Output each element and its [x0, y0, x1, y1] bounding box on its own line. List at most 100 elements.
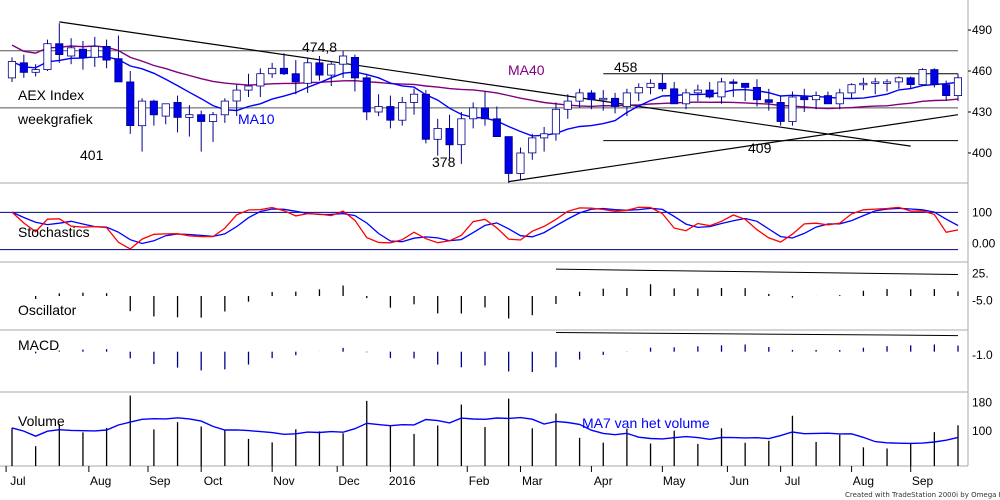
- candle-down: [78, 48, 88, 58]
- candle-down: [102, 46, 111, 61]
- price-panel: [0, 21, 962, 183]
- candle-down: [741, 82, 750, 88]
- macd-panel: [35, 331, 959, 373]
- candle-up: [540, 133, 549, 139]
- candle-up: [894, 77, 903, 83]
- candle-up: [303, 62, 312, 84]
- candle-up: [327, 63, 336, 76]
- x-axis-tick-label: Jul: [785, 474, 800, 488]
- stochastics-axis-tick: 0.00: [972, 236, 996, 250]
- x-axis-tick-label: Mar: [522, 474, 543, 488]
- candle-down: [504, 136, 513, 174]
- volume-ma7-line: [11, 416, 959, 445]
- candle-up: [551, 108, 560, 135]
- candle-down: [906, 77, 915, 86]
- candle-up: [634, 87, 643, 94]
- candle-up: [457, 118, 466, 146]
- candle-up: [268, 67, 277, 75]
- oscillator-label: Oscillator: [18, 302, 77, 318]
- price-axis-tick: 460: [972, 64, 992, 78]
- candle-down: [291, 73, 300, 83]
- annotation-409: 409: [748, 140, 772, 156]
- candle-up: [220, 100, 229, 116]
- candle-up: [31, 69, 40, 73]
- candle-down: [350, 57, 359, 79]
- candle-up: [208, 114, 218, 122]
- downtrend-line: [59, 21, 911, 147]
- oscillator-axis-tick: 25.: [972, 267, 989, 281]
- oscillator-axis-tick: -5.0: [972, 293, 993, 307]
- candle-down: [173, 102, 182, 118]
- x-axis-tick-label: Feb: [469, 474, 490, 488]
- candle-down: [114, 58, 123, 83]
- candle-up: [398, 102, 407, 121]
- price-title-label: AEX Index: [18, 87, 84, 103]
- stochastics-k-line: [11, 206, 959, 250]
- x-axis-tick-label: Sep: [149, 474, 171, 488]
- candle-down: [705, 89, 714, 98]
- candle-up: [646, 82, 655, 88]
- candle-up: [622, 92, 631, 108]
- ma40-label: MA40: [508, 62, 545, 78]
- x-axis-tick-label: Apr: [594, 474, 613, 488]
- candle-up: [563, 100, 572, 110]
- x-axis-tick-label: Jun: [730, 474, 749, 488]
- candle-down: [492, 118, 501, 138]
- stochastics-label: Stochastics: [18, 224, 90, 240]
- candle-up: [7, 61, 17, 79]
- volume-ma7-label: MA7 van het volume: [582, 415, 710, 431]
- candle-up: [374, 106, 383, 113]
- candle-up: [682, 92, 691, 105]
- x-axis-tick-label: 2016: [389, 474, 416, 488]
- volume-panel: [11, 395, 959, 466]
- stochastics-axis-tick: 100: [972, 205, 992, 219]
- candle-down: [19, 62, 28, 73]
- volume-axis-tick: 100: [972, 424, 992, 438]
- macd-axis-tick: -1.0: [972, 348, 993, 362]
- tradestation-credit: Created with TradeStation 2000i by Omega…: [845, 491, 1000, 499]
- candle-up: [244, 85, 253, 91]
- candle-down: [587, 92, 596, 101]
- candle-down: [942, 84, 951, 96]
- macd-label: MACD: [18, 337, 59, 353]
- candle-up: [693, 89, 702, 94]
- stochastics-panel: [0, 206, 959, 251]
- candle-down: [611, 97, 620, 107]
- candle-down: [279, 67, 288, 75]
- candle-down: [764, 99, 773, 103]
- candle-up: [185, 114, 194, 118]
- candle-up: [812, 95, 821, 101]
- candle-down: [658, 82, 667, 90]
- candle-up: [43, 43, 52, 71]
- candle-up: [575, 92, 584, 102]
- x-axis-tick-label: May: [663, 474, 686, 488]
- x-axis-tick-label: Oct: [204, 474, 223, 488]
- volume-label: Volume: [18, 413, 65, 429]
- price-axis-tick: 430: [972, 105, 992, 119]
- x-axis-tick-label: Aug: [853, 474, 874, 488]
- candle-down: [362, 77, 371, 113]
- candle-down: [752, 87, 761, 101]
- stochastics-d-line: [11, 207, 959, 245]
- candle-down: [197, 114, 206, 122]
- candle-up: [788, 96, 797, 123]
- candle-up: [953, 77, 962, 97]
- candle-down: [421, 93, 430, 140]
- candle-down: [800, 96, 809, 101]
- candle-up: [835, 92, 844, 105]
- candle-up: [859, 82, 868, 86]
- x-axis-tick-label: Dec: [338, 474, 359, 488]
- x-axis-tick-label: Jul: [10, 474, 25, 488]
- candle-up: [871, 81, 880, 84]
- x-axis-tick-label: Nov: [273, 474, 294, 488]
- candle-up: [137, 100, 147, 127]
- annotation-401: 401: [80, 147, 104, 163]
- candle-up: [409, 93, 419, 103]
- candle-up: [67, 47, 76, 57]
- candle-up: [599, 97, 608, 101]
- candle-down: [315, 62, 324, 76]
- candle-down: [670, 88, 679, 105]
- candle-down: [823, 95, 832, 105]
- candle-up: [717, 81, 726, 98]
